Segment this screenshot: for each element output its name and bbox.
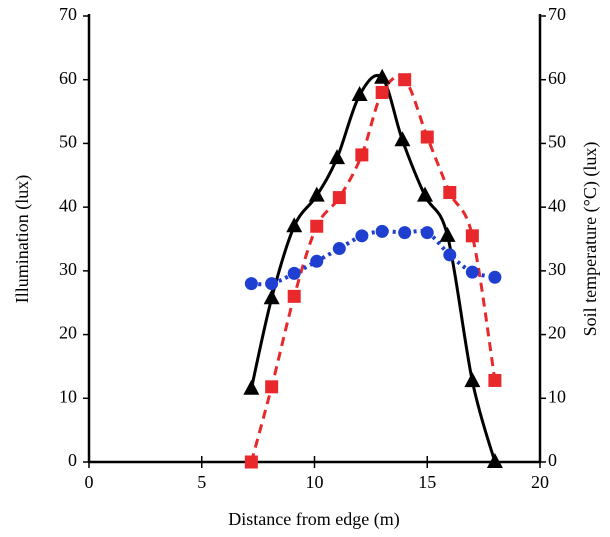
y-tick-label: 40	[59, 195, 77, 215]
marker-square	[287, 289, 301, 303]
y2-tick-label: 0	[548, 450, 557, 470]
x-tick-label: 10	[306, 472, 324, 492]
y2-tick-label: 20	[548, 323, 566, 343]
marker-square	[375, 85, 389, 99]
series-line	[249, 75, 497, 463]
marker-square	[465, 229, 479, 243]
x-tick-label: 15	[418, 472, 436, 492]
marker-circle	[332, 242, 346, 256]
marker-circle	[465, 265, 479, 279]
marker-triangle	[329, 149, 346, 165]
marker-square	[265, 380, 279, 394]
y-tick-label: 60	[59, 68, 77, 88]
marker-triangle	[243, 379, 260, 395]
marker-triangle	[263, 289, 280, 305]
marker-square	[398, 73, 412, 87]
marker-circle	[355, 229, 369, 243]
x-tick-label: 5	[197, 472, 206, 492]
y2-tick-label: 60	[548, 68, 566, 88]
marker-triangle	[394, 131, 411, 147]
marker-circle	[375, 224, 389, 238]
marker-circle	[310, 254, 324, 268]
marker-triangle	[486, 453, 503, 468]
marker-triangle	[351, 86, 368, 102]
marker-triangle	[439, 226, 456, 242]
marker-circle	[420, 226, 434, 240]
y2-tick-label: 10	[548, 386, 566, 406]
y-tick-label: 50	[59, 132, 77, 152]
y-tick-label: 70	[59, 4, 77, 24]
marker-square	[244, 455, 258, 469]
y-tick-label: 30	[59, 259, 77, 279]
marker-square	[420, 130, 434, 144]
marker-square	[355, 148, 369, 162]
marker-square	[488, 373, 502, 387]
marker-circle	[244, 277, 258, 291]
marker-triangle	[464, 372, 481, 388]
marker-triangle	[374, 68, 391, 84]
y2-tick-label: 40	[548, 195, 566, 215]
marker-circle	[443, 248, 457, 262]
marker-square	[332, 191, 346, 205]
series-line	[249, 73, 497, 463]
y-tick-label: 0	[68, 450, 77, 470]
y2-axis-label: Soil temperature (°C) (lux)	[580, 142, 601, 337]
marker-triangle	[308, 186, 325, 202]
marker-triangle	[286, 217, 303, 233]
marker-circle	[265, 277, 279, 291]
x-tick-label: 20	[531, 472, 549, 492]
marker-circle	[398, 226, 412, 240]
y2-tick-label: 70	[548, 4, 566, 24]
marker-square	[443, 185, 457, 199]
x-tick-label: 0	[85, 472, 94, 492]
x-axis-label: Distance from edge (m)	[228, 509, 399, 530]
marker-circle	[488, 270, 502, 284]
y2-tick-label: 30	[548, 259, 566, 279]
y-tick-label: 10	[59, 386, 77, 406]
y2-tick-label: 50	[548, 132, 566, 152]
y-axis-label: Illumination (lux)	[12, 175, 33, 303]
marker-circle	[287, 266, 301, 280]
marker-triangle	[416, 186, 433, 202]
marker-square	[310, 219, 324, 233]
y-tick-label: 20	[59, 323, 77, 343]
